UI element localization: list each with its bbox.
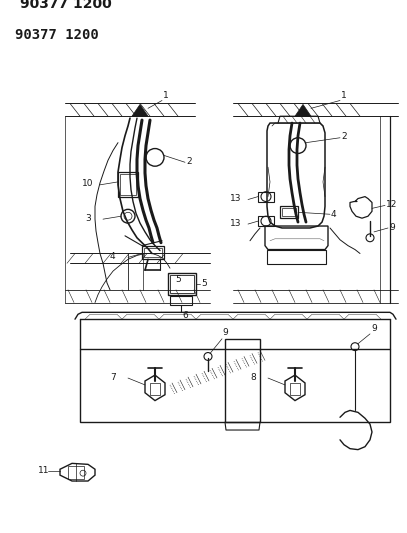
Text: 2: 2 (186, 157, 192, 166)
Text: 4: 4 (110, 252, 116, 261)
Text: 9: 9 (389, 222, 395, 231)
Text: 90377 1200: 90377 1200 (20, 0, 112, 11)
Bar (142, 246, 164, 260)
Bar (258, 216, 274, 226)
Bar (282, 208, 296, 216)
Bar (120, 174, 136, 195)
Bar (118, 172, 138, 197)
Text: 9: 9 (222, 328, 228, 337)
Text: 9: 9 (371, 324, 377, 333)
Bar (280, 206, 298, 218)
Text: 1: 1 (341, 91, 347, 100)
Text: 13: 13 (230, 219, 241, 228)
Text: 10: 10 (82, 179, 94, 188)
Bar (168, 273, 196, 295)
Text: 13: 13 (230, 194, 241, 203)
Bar (68, 466, 84, 479)
Bar (290, 383, 300, 395)
Bar (170, 275, 194, 293)
Polygon shape (132, 104, 148, 116)
Text: 7: 7 (110, 373, 116, 382)
Text: 8: 8 (250, 373, 256, 382)
Text: 5: 5 (201, 279, 207, 288)
Text: 1: 1 (163, 91, 169, 100)
Text: 5: 5 (175, 275, 181, 284)
Bar (150, 383, 160, 395)
Bar (267, 249, 326, 264)
Text: 90377 1200: 90377 1200 (15, 28, 99, 42)
Text: 3: 3 (85, 214, 91, 223)
Text: 12: 12 (386, 200, 397, 209)
Bar (170, 296, 192, 305)
Text: 6: 6 (182, 311, 188, 320)
Bar (225, 339, 260, 422)
Bar (258, 192, 274, 201)
Text: 11: 11 (38, 466, 50, 475)
Text: 2: 2 (341, 132, 347, 141)
Bar (144, 248, 162, 257)
Text: 4: 4 (331, 210, 337, 219)
Polygon shape (295, 104, 311, 116)
